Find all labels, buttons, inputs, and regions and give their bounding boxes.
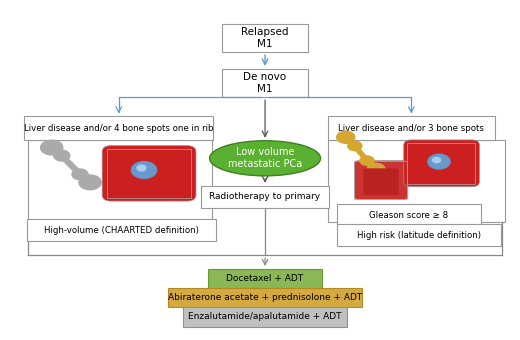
Circle shape (41, 140, 63, 155)
Circle shape (54, 150, 70, 161)
Circle shape (348, 141, 362, 151)
Circle shape (428, 154, 450, 169)
Text: Low volume
metastatic PCa: Low volume metastatic PCa (228, 148, 302, 169)
Text: High-volume (CHAARTED definition): High-volume (CHAARTED definition) (44, 226, 199, 235)
Circle shape (360, 156, 374, 165)
FancyBboxPatch shape (363, 168, 399, 195)
FancyBboxPatch shape (201, 186, 329, 208)
Text: Abiraterone acetate + prednisolone + ADT: Abiraterone acetate + prednisolone + ADT (168, 293, 362, 302)
Text: Gleason score ≥ 8: Gleason score ≥ 8 (369, 211, 448, 220)
Ellipse shape (210, 141, 320, 176)
FancyBboxPatch shape (222, 24, 308, 52)
FancyBboxPatch shape (404, 140, 479, 187)
FancyBboxPatch shape (337, 204, 480, 226)
FancyBboxPatch shape (222, 69, 308, 97)
Circle shape (79, 175, 101, 190)
Circle shape (433, 157, 440, 163)
FancyBboxPatch shape (168, 288, 362, 307)
FancyBboxPatch shape (328, 117, 495, 140)
Text: De novo
M1: De novo M1 (243, 72, 287, 94)
FancyBboxPatch shape (183, 307, 347, 326)
Text: Docetaxel + ADT: Docetaxel + ADT (227, 274, 304, 283)
FancyBboxPatch shape (102, 146, 196, 201)
Circle shape (367, 163, 385, 175)
Text: Liver disease and/or 3 bone spots: Liver disease and/or 3 bone spots (339, 124, 484, 133)
Text: Enzalutamide/apalutamide + ADT: Enzalutamide/apalutamide + ADT (188, 312, 342, 321)
FancyBboxPatch shape (354, 160, 408, 200)
Circle shape (336, 131, 355, 143)
Text: Liver disease and/or 4 bone spots one in rib: Liver disease and/or 4 bone spots one in… (24, 124, 214, 133)
Text: Radiotherapy to primary: Radiotherapy to primary (210, 192, 321, 201)
Text: High risk (latitude definition): High risk (latitude definition) (357, 231, 481, 240)
FancyBboxPatch shape (337, 224, 501, 246)
FancyBboxPatch shape (24, 117, 213, 140)
FancyBboxPatch shape (209, 269, 322, 288)
Circle shape (72, 169, 88, 180)
Text: Relapsed
M1: Relapsed M1 (241, 27, 289, 49)
Circle shape (137, 165, 146, 171)
FancyBboxPatch shape (27, 219, 216, 241)
Circle shape (132, 162, 157, 178)
